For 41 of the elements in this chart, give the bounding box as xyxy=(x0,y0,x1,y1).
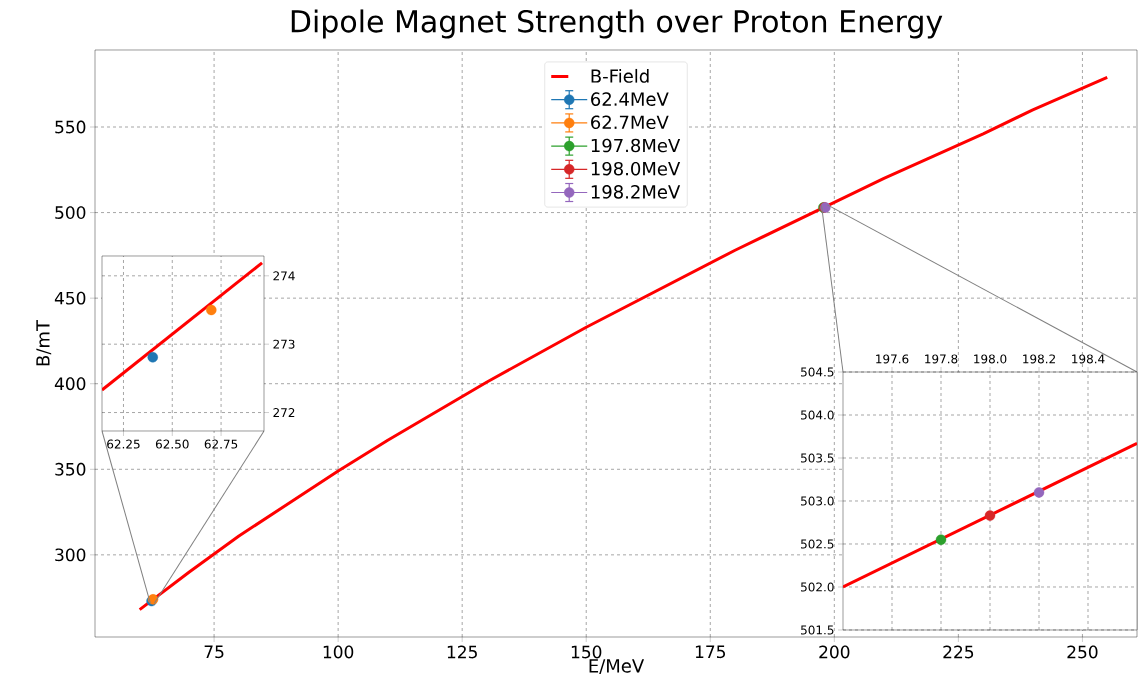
x-tick-label: 197.6 xyxy=(876,354,909,364)
x-tick-label: 198.4 xyxy=(1072,354,1105,364)
x-axis-title: E/MeV xyxy=(589,659,645,675)
x-tick-label: 62.50 xyxy=(155,439,189,449)
legend-label: B-Field xyxy=(591,68,649,83)
x-tick-label: 197.8 xyxy=(925,354,958,364)
y-tick-label: 273 xyxy=(273,339,295,349)
y-tick-label: 400 xyxy=(54,377,86,391)
y-tick-label: 503.5 xyxy=(801,453,834,463)
y-tick-label: 500 xyxy=(55,206,86,219)
y-tick-label: 504.0 xyxy=(801,410,834,420)
y-tick-label: 503.0 xyxy=(801,496,834,506)
y-tick-label: 501.5 xyxy=(801,625,834,635)
legend-label: 62.7MeV xyxy=(591,115,669,130)
y-axis-title: B/mT xyxy=(36,319,52,366)
y-tick-label: 502.0 xyxy=(801,582,834,592)
y-tick-label: 450 xyxy=(54,291,86,305)
y-tick-label: 550 xyxy=(55,120,86,134)
legend-label: 198.0MeV xyxy=(591,161,681,176)
x-tick-label: 198.2 xyxy=(1023,354,1055,364)
y-tick-label: 504.5 xyxy=(801,367,834,377)
y-tick-label: 300 xyxy=(55,548,86,562)
x-tick-label: 150 xyxy=(571,645,602,659)
y-tick-label: 272 xyxy=(273,408,295,417)
x-tick-label: 100 xyxy=(323,645,354,659)
x-tick-label: 62.25 xyxy=(107,439,140,449)
x-tick-label: 198.0 xyxy=(974,354,1007,364)
y-tick-label: 274 xyxy=(273,271,295,281)
x-tick-label: 225 xyxy=(943,645,974,659)
x-tick-label: 250 xyxy=(1067,645,1098,659)
y-tick-label: 350 xyxy=(55,462,86,476)
legend-label: 198.2MeV xyxy=(591,185,681,199)
x-tick-label: 75 xyxy=(204,645,224,659)
x-tick-label: 125 xyxy=(447,645,477,659)
chart-title: Dipole Magnet Strength over Proton Energy xyxy=(291,9,943,39)
legend-label: 62.4MeV xyxy=(591,92,669,106)
x-tick-label: 62.75 xyxy=(204,439,238,449)
y-tick-label: 502.5 xyxy=(801,539,834,549)
x-tick-label: 175 xyxy=(695,645,726,659)
legend-label: 197.8MeV xyxy=(591,138,681,153)
x-tick-label: 200 xyxy=(819,645,850,659)
